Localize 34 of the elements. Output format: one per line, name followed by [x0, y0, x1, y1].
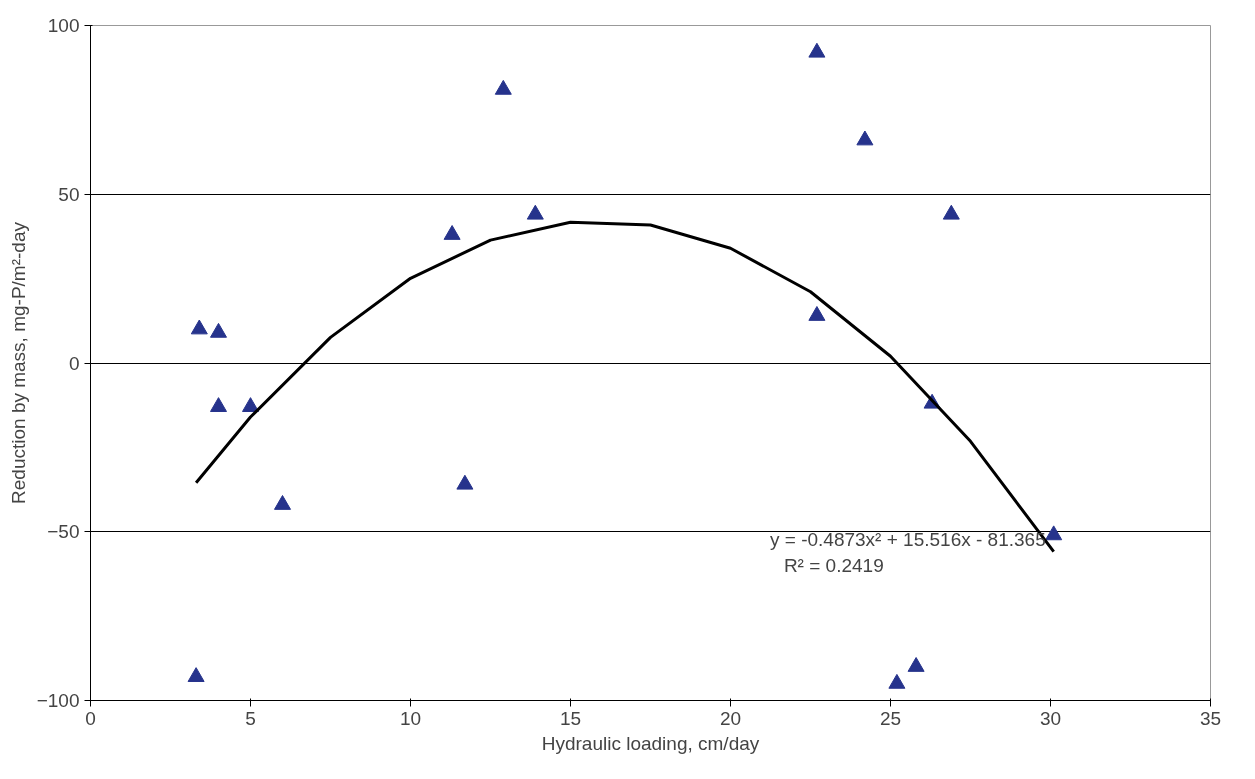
point	[187, 667, 205, 682]
point	[190, 319, 208, 335]
y-tick-label: 50	[58, 183, 80, 205]
point	[274, 495, 291, 510]
point	[856, 130, 874, 146]
x-tick-label: 20	[719, 707, 742, 729]
x-tick-label: 10	[399, 707, 422, 729]
point	[1045, 525, 1063, 541]
point	[808, 306, 826, 321]
x-tick-label: 15	[559, 707, 582, 729]
point	[907, 657, 925, 672]
y-tick-label: 0	[68, 352, 80, 374]
x-tick-label: 35	[1199, 707, 1222, 729]
point	[210, 322, 227, 338]
x-tick-label: 5	[245, 707, 256, 729]
point	[494, 79, 512, 95]
point	[888, 673, 906, 689]
point	[456, 474, 474, 490]
x-tick-label: 25	[879, 707, 902, 729]
x-tick-label: 0	[85, 707, 96, 729]
x-tick-label: 30	[1039, 707, 1062, 729]
point	[210, 397, 227, 412]
x-axis-title: Hydraulic loading, cm/day	[541, 732, 760, 754]
point	[526, 204, 544, 220]
point	[808, 42, 826, 58]
point	[242, 397, 259, 412]
point	[942, 204, 960, 220]
point	[443, 225, 461, 240]
annotation: R² = 0.2419	[783, 554, 884, 576]
annotation: y = -0.4873x² + 15.516x - 81.365	[770, 528, 1046, 550]
y-tick-label: −50	[47, 521, 80, 543]
y-axis-title: Reduction by mass, mg-P/m²-day	[7, 221, 29, 504]
y-tick-label: 100	[47, 15, 80, 36]
y-tick-label: −100	[36, 690, 80, 711]
